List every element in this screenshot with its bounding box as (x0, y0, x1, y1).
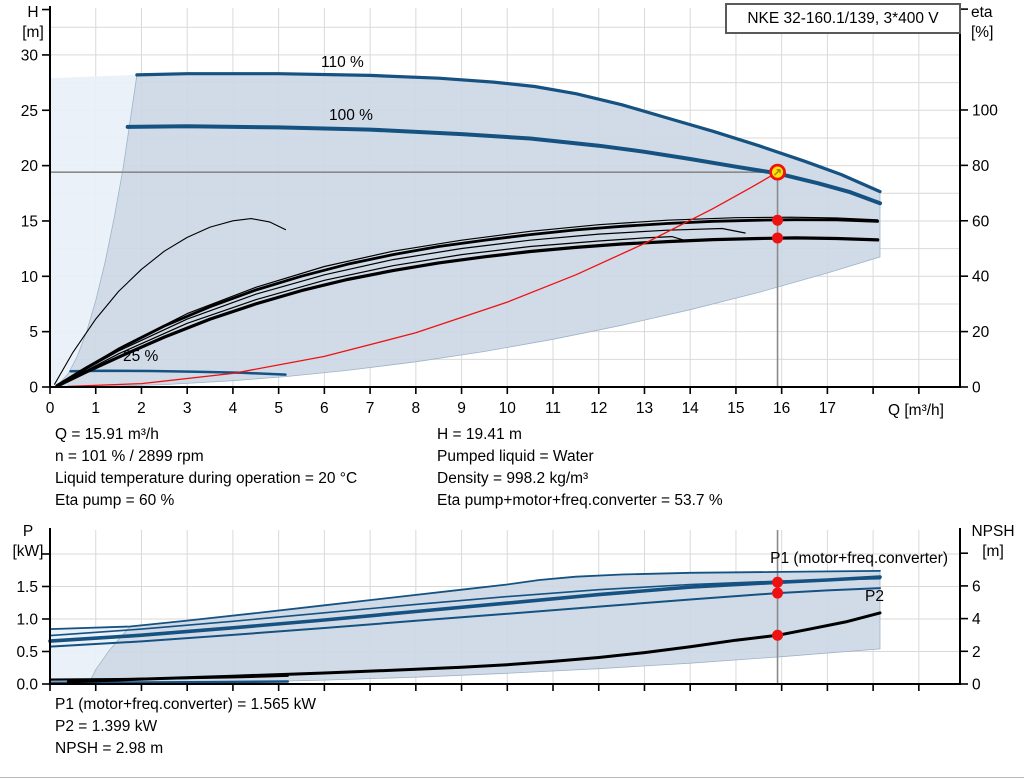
eta-axis-unit: [%] (971, 24, 994, 41)
duty-info-left: Q = 15.91 m³/h n = 101 % / 2899 rpm Liqu… (55, 424, 357, 512)
x-tick-label: 9 (457, 400, 466, 417)
x-tick-label: 11 (545, 400, 561, 417)
x-tick-label: 8 (412, 400, 421, 417)
power-axis-title: P [kW] (4, 522, 52, 562)
curve-head-25pct (69, 369, 287, 376)
right-tick-label: 6 (972, 578, 981, 595)
left-tick-label: 15 (21, 213, 38, 230)
right-tick-label: 20 (972, 324, 990, 341)
right-tick-label: 0 (972, 380, 981, 397)
curve-p2 (49, 587, 881, 648)
eta-axis-title: eta [%] (971, 3, 1021, 43)
x-tick-label: 10 (499, 400, 517, 417)
label-p1: P1 (motor+freq.converter) (770, 550, 948, 567)
left-tick-label: 25 (21, 103, 38, 120)
right-tick-label: 100 (972, 102, 998, 119)
info-line-liquid: Pumped liquid = Water (437, 448, 594, 465)
duty-point-arrow-icon (774, 168, 781, 176)
right-tick-label: 80 (972, 158, 990, 175)
curve-eta-pump (55, 218, 880, 387)
right-tick-label: 4 (972, 611, 981, 628)
right-tick-label: 60 (972, 213, 990, 230)
left-tick-label: 0 (29, 380, 38, 397)
head-axis-title: H [m] (11, 3, 55, 43)
curve-eta-25pct (54, 218, 287, 385)
left-tick-label: 30 (21, 47, 39, 64)
info-line-q: Q = 15.91 m³/h (55, 426, 159, 443)
left-tick-label: 0.0 (16, 677, 38, 694)
pump-title: NKE 32-160.1/139, 3*400 V (747, 9, 939, 27)
curve-p2-25pct-stub (48, 680, 290, 685)
x-tick-label: 12 (590, 400, 607, 417)
left-tick-label: 1.0 (16, 611, 38, 628)
window-bottom-divider (0, 777, 1024, 778)
p2-point (772, 587, 784, 599)
curve-p1 (48, 575, 882, 643)
label-25pct: 25 % (123, 348, 159, 365)
duty-info-bottom: P1 (motor+freq.converter) = 1.565 kW P2 … (55, 694, 316, 760)
info-line-n: n = 101 % / 2899 rpm (55, 448, 204, 465)
npsh-axis-title: NPSH [m] (966, 522, 1020, 562)
info-line-h: H = 19.41 m (437, 426, 522, 443)
x-tick-label: 1 (91, 400, 100, 417)
curve-p1-110pct (49, 570, 881, 630)
info-line-p1: P1 (motor+freq.converter) = 1.565 kW (55, 696, 317, 713)
eta-pump-point (772, 214, 784, 226)
curve-system-control (67, 171, 779, 388)
label-110pct: 110 % (321, 54, 364, 71)
p1-point (772, 576, 784, 588)
left-tick-label: 5 (29, 324, 38, 341)
x-tick-label: 2 (137, 400, 146, 417)
x-tick-label: 0 (46, 400, 55, 417)
flow-axis-title: Q [m³/h] (888, 402, 944, 419)
info-line-temp: Liquid temperature during operation = 20… (55, 470, 358, 487)
x-tick-label: 3 (183, 400, 192, 417)
left-tick-label: 0.5 (16, 644, 38, 661)
label-100pct: 100 % (329, 107, 373, 124)
head-axis-unit: [m] (22, 24, 44, 41)
x-tick-label: 16 (773, 400, 790, 417)
info-line-eta-total: Eta pump+motor+freq.converter = 53.7 % (437, 492, 723, 509)
info-line-density: Density = 998.2 kg/m³ (437, 470, 589, 487)
region-operating-envelope (58, 73, 881, 388)
info-line-npsh: NPSH = 2.98 m (55, 740, 164, 757)
left-tick-label: 1.5 (16, 579, 38, 596)
info-line-eta-pump: Eta pump = 60 % (55, 492, 175, 509)
left-tick-label: 10 (21, 269, 39, 286)
eta-axis-symbol: eta (971, 4, 993, 21)
x-tick-label: 5 (274, 400, 283, 417)
label-p2: P2 (865, 588, 884, 605)
curve-npsh (66, 611, 882, 684)
x-tick-label: 14 (682, 400, 700, 417)
curve-p2-110pct (49, 577, 881, 637)
curve-head-100pct (125, 124, 882, 206)
duty-info-right: H = 19.41 m Pumped liquid = Water Densit… (437, 424, 723, 512)
eta-total-point (772, 232, 784, 244)
info-line-p2: P2 = 1.399 kW (55, 718, 158, 735)
right-tick-label: 2 (972, 644, 981, 661)
right-tick-label: 40 (972, 269, 990, 286)
left-tick-label: 20 (21, 158, 39, 175)
head-axis-symbol: H (27, 4, 39, 21)
power-axis-symbol: P (22, 523, 34, 540)
region-extended-envelope (50, 74, 137, 388)
curve-eta-thin-b (58, 236, 687, 386)
pump-title-box: NKE 32-160.1/139, 3*400 V (725, 3, 961, 34)
npsh-point (772, 629, 784, 641)
x-tick-label: 15 (727, 400, 744, 417)
x-tick-label: 6 (320, 400, 329, 417)
x-tick-label: 4 (229, 400, 238, 417)
curve-eta-thin-c (58, 227, 746, 386)
power-axis-unit: [kW] (12, 543, 44, 560)
x-tick-label: 7 (366, 400, 375, 417)
right-tick-label: 0 (972, 677, 981, 694)
x-tick-label: 17 (819, 400, 836, 417)
npsh-axis-symbol: NPSH (971, 523, 1015, 540)
npsh-axis-unit: [m] (982, 543, 1004, 560)
curve-eta-total (55, 236, 880, 388)
curve-head-110pct (135, 72, 882, 194)
x-tick-label: 13 (636, 400, 653, 417)
